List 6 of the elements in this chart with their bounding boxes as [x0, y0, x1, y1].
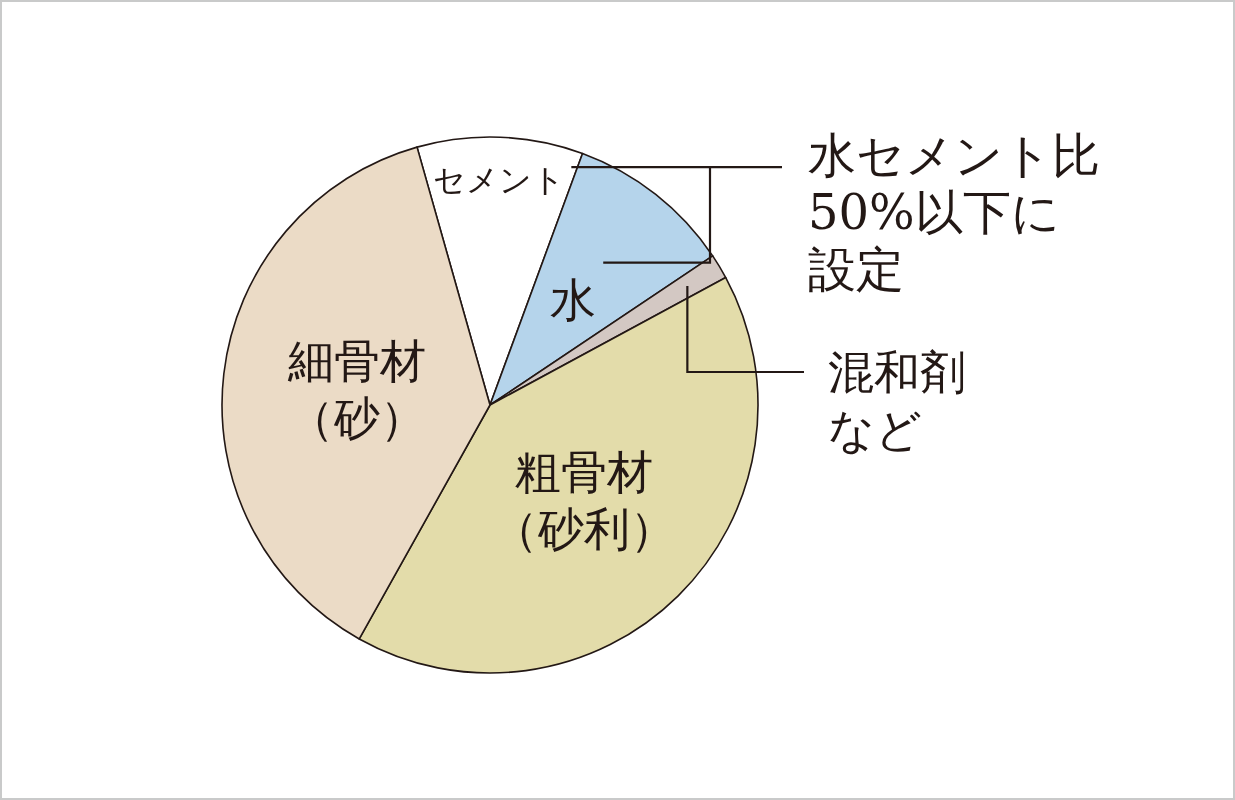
slice-label: 細骨材（砂） [286, 333, 426, 446]
slice-label: 粗骨材（砂利） [492, 444, 677, 557]
slice-label: 水 [549, 272, 596, 327]
text: 水セメント比50%以下に設定 [808, 127, 1100, 297]
slice-label: 混和剤など [828, 345, 966, 457]
legend-label: セメント [432, 161, 565, 200]
